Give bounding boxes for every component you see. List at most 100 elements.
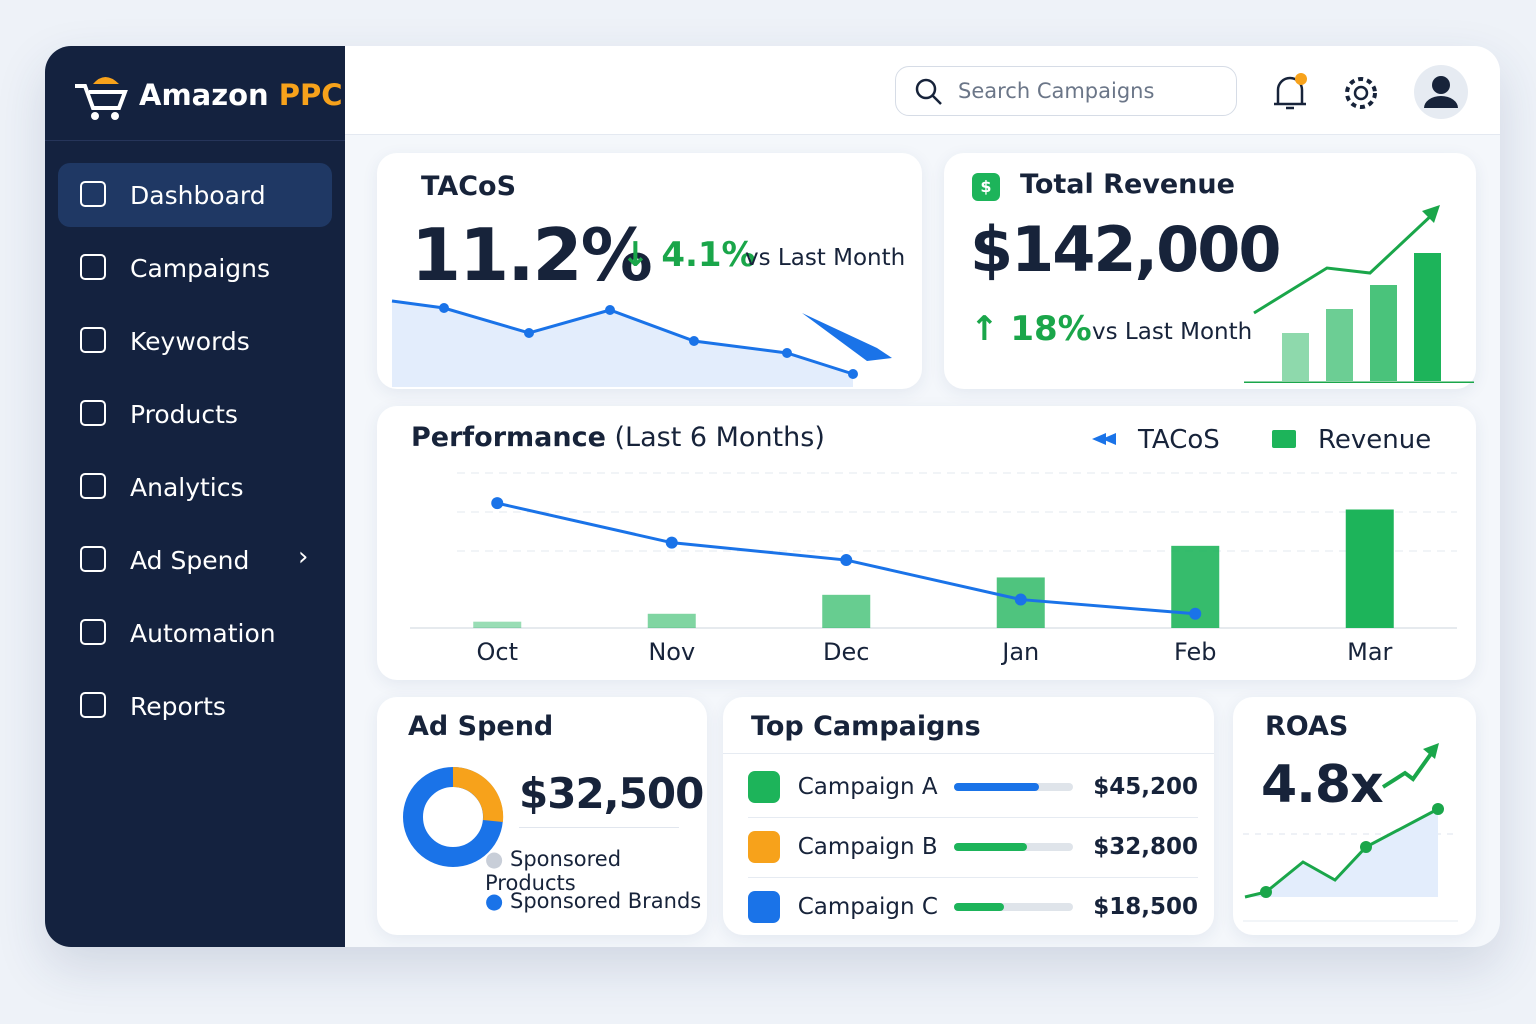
search-box[interactable]: Search Campaigns: [895, 66, 1237, 116]
nav-icon: [80, 181, 106, 207]
campaign-row: Campaign C $18,500: [748, 877, 1198, 937]
legend-swatch: [1272, 430, 1296, 448]
nav-item[interactable]: Analytics: [58, 455, 332, 519]
legend-label: TACoS: [1137, 425, 1220, 455]
nav-item[interactable]: Dashboard: [58, 163, 332, 227]
tacos-value: 11.2%: [411, 213, 653, 297]
tacos-card: TACoS 11.2% ↓ 4.1% vs Last Month: [377, 153, 922, 389]
nav-icon: [80, 692, 106, 718]
chart-subtitle: (Last 6 Months): [614, 422, 825, 453]
revenue-title: Total Revenue: [1020, 169, 1235, 200]
nav-item[interactable]: Keywords: [58, 309, 332, 373]
campaign-name: Campaign C: [797, 894, 938, 920]
ad-spend-card: Ad Spend $32,500 ● Sponsored Products ● …: [377, 697, 707, 935]
app: Amazon PPC Dashboard Campaigns Keywords Pro…: [45, 46, 1500, 947]
x-tick-label: Jan: [1000, 638, 1039, 666]
legend-text: Sponsored Products: [485, 847, 622, 895]
nav-icon: [80, 619, 106, 645]
legend-label: Revenue: [1318, 425, 1431, 455]
bar: [647, 613, 696, 628]
nav-label: Dashboard: [130, 180, 266, 210]
revenue-change-label: vs Last Month: [1092, 319, 1253, 345]
tacos-change-label: vs Last Month: [745, 245, 906, 271]
tacos-change: 4.1%: [661, 235, 756, 275]
nav-label: Campaigns: [130, 253, 271, 283]
campaign-value: $45,200: [1093, 774, 1198, 800]
nav-icon: [80, 546, 106, 572]
campaign-icon: [748, 771, 780, 803]
campaign-bar: [954, 903, 1074, 911]
nav-label: Products: [130, 399, 238, 429]
x-tick-label: Oct: [477, 638, 519, 666]
point: [665, 536, 678, 549]
roas-title: ROAS: [1265, 711, 1349, 742]
revenue-value: $142,000: [970, 213, 1282, 286]
point: [491, 497, 504, 510]
logo: [75, 77, 128, 120]
bar: [822, 594, 871, 628]
nav-item[interactable]: Campaigns: [58, 236, 332, 300]
point: [1014, 593, 1027, 606]
roas-value: 4.8x: [1261, 755, 1384, 815]
nav-label: Reports: [130, 691, 226, 721]
nav-label: Ad Spend: [130, 545, 250, 575]
nav-icon: [80, 400, 106, 426]
revenue-sparkline: [1244, 205, 1474, 383]
search-placeholder: Search Campaigns: [958, 79, 1155, 103]
point: [840, 554, 853, 567]
nav-chevron: ›: [298, 542, 309, 572]
roas-sparkline: [1243, 743, 1458, 922]
notifications[interactable]: [1270, 70, 1310, 114]
campaign-bar: [954, 783, 1074, 791]
roas-card: ROAS 4.8x: [1233, 697, 1476, 935]
x-tick-label: Feb: [1174, 638, 1217, 666]
ad-spend-title: Ad Spend: [408, 711, 554, 742]
sidebar: Amazon PPC Dashboard Campaigns Keywords Pro…: [45, 46, 345, 947]
brand-accent: PPC: [278, 78, 343, 112]
campaign-bar-fill: [954, 843, 1028, 851]
campaign-icon: [748, 831, 780, 863]
ad-spend-legend-1: ● Sponsored Brands: [485, 889, 702, 913]
x-tick-label: Dec: [823, 638, 869, 666]
legend-swatch: [1092, 433, 1116, 445]
campaign-row: Campaign A $45,200: [748, 757, 1198, 818]
performance-chart: Oct Nov Dec Jan Feb Mar TACoS Revenue: [410, 425, 1457, 666]
settings[interactable]: [1342, 74, 1380, 112]
top-campaigns-card: Top Campaigns Campaign A $45,200 Campaign …: [723, 697, 1214, 935]
avatar[interactable]: [1413, 64, 1469, 120]
tacos-sparkline: [391, 299, 892, 387]
campaign-bar: [954, 843, 1074, 851]
top-campaigns-title: Top Campaigns: [751, 711, 981, 742]
brand: Amazon PPC: [139, 78, 343, 112]
topbar: Search Campaigns: [345, 46, 1500, 135]
nav-item[interactable]: Automation: [58, 601, 332, 665]
performance-card: Performance (Last 6 Months) Oct Nov Dec Jan…: [377, 406, 1476, 680]
nav-item[interactable]: Ad Spend ›: [58, 528, 332, 592]
legend-text: Sponsored Brands: [510, 889, 702, 913]
campaign-row: Campaign B $32,800: [748, 817, 1198, 878]
x-tick-label: Nov: [648, 638, 695, 666]
ad-spend-value: $32,500: [519, 769, 704, 818]
campaign-icon: [748, 891, 780, 923]
tacos-title: TACoS: [421, 171, 517, 202]
bar: [1345, 509, 1394, 628]
nav-item[interactable]: Reports: [58, 674, 332, 738]
campaign-name: Campaign A: [797, 774, 938, 800]
bar: [473, 621, 522, 628]
campaign-bar-fill: [954, 783, 1040, 791]
nav-icon: [80, 254, 106, 280]
ad-spend-legend-0: ● Sponsored Products: [485, 847, 622, 895]
brand-name: Amazon: [139, 78, 269, 112]
x-tick-label: Mar: [1347, 638, 1392, 666]
campaign-value: $32,800: [1093, 834, 1198, 860]
nav-item[interactable]: Products: [58, 382, 332, 446]
nav-label: Automation: [130, 618, 276, 648]
campaign-value: $18,500: [1093, 894, 1198, 920]
nav-icon: [80, 473, 106, 499]
campaign-name: Campaign B: [797, 834, 938, 860]
nav-icon: [80, 327, 106, 353]
ad-spend-donut: [403, 766, 504, 867]
chart-title: Performance: [411, 422, 606, 453]
point: [1189, 607, 1202, 620]
